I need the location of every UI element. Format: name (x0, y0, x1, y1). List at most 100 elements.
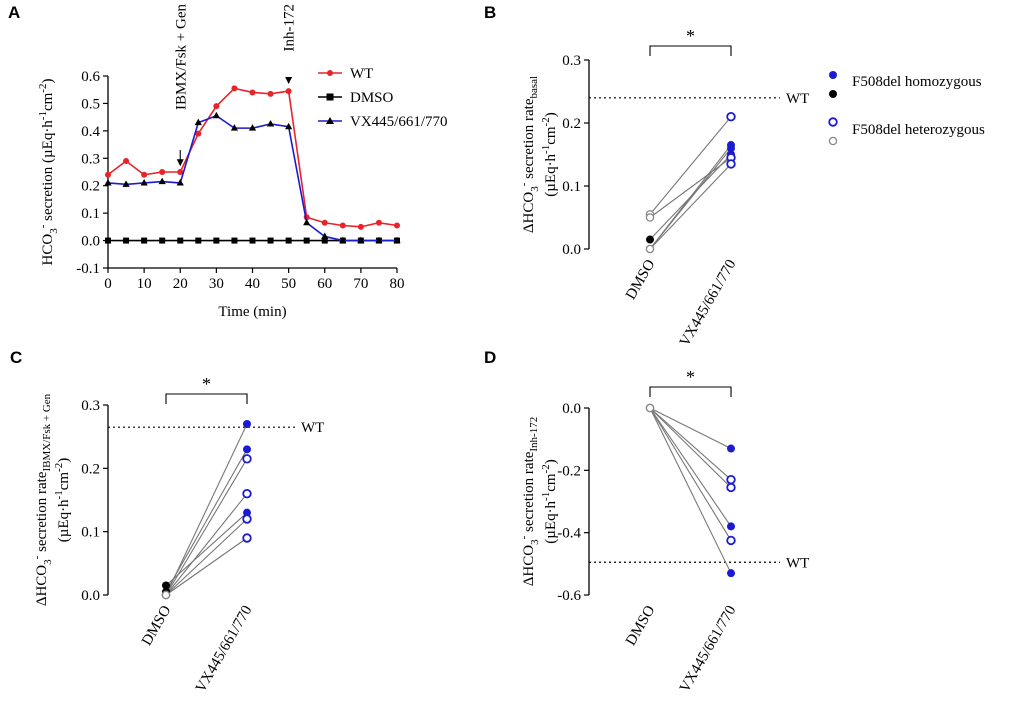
y-tick-label: 0.3 (562, 53, 581, 69)
dmso-point (645, 403, 655, 413)
pair-line (165, 493, 248, 596)
annotation-arrowhead (176, 159, 184, 167)
ylabel-part: 3 (529, 539, 541, 545)
significance-bracket (165, 393, 248, 404)
data-point (177, 169, 184, 175)
legend-heterozygous-blue (828, 117, 838, 127)
y-tick-label: 0.2 (81, 461, 100, 477)
significance-bracket (649, 45, 732, 56)
panel-letter-c: C (10, 348, 22, 367)
y-axis-label-line2: (µEq·h-1cm-2) (540, 112, 559, 196)
panel-d: D 0.0 -0.2 -0.4 -0.6 ΔHCO3- secretion rateInh… (484, 348, 809, 695)
ylabel-part: Inh-172 (528, 417, 540, 452)
ylabel-part: secretion (µEq·h (40, 120, 56, 225)
annotation-label: IBMX/Fsk + Gen (173, 4, 189, 110)
data-point (266, 120, 275, 127)
significance-star: * (686, 26, 695, 46)
vx-point (243, 445, 251, 454)
data-point (105, 171, 111, 178)
panel-letter-b: B (484, 3, 496, 22)
ylabel-part: - (518, 535, 530, 539)
x-tick-label: 10 (137, 276, 152, 292)
ylabel-part: secretion rate (521, 98, 537, 182)
data-point (105, 237, 111, 244)
vx-point (727, 522, 735, 531)
data-point (285, 88, 292, 95)
pair-line (649, 116, 732, 215)
vx-point (727, 144, 735, 153)
y-tick-label: -0.2 (557, 463, 581, 479)
ylabel-part: 3 (48, 228, 60, 234)
y-tick-label: 0.1 (562, 179, 581, 195)
dmso-point (645, 213, 655, 222)
y-axis-label: ΔHCO3- secretion rateInh-172(µEq·h-1cm-2… (518, 417, 559, 586)
vx-point (726, 535, 736, 546)
dmso-point (645, 244, 655, 254)
pair-line (649, 407, 732, 481)
data-point (321, 219, 328, 226)
y-axis-label: ΔHCO3- secretion rateIBMX/Fsk + Gen(µEq·… (31, 393, 72, 606)
pair-line (649, 157, 732, 218)
genotype-legend: F508del homozygous F508del heterozygous (828, 71, 985, 146)
annotation-arrowhead (285, 76, 293, 84)
ylabel-part: -2 (53, 463, 65, 472)
dmso-point (162, 581, 170, 590)
vx-point (242, 454, 252, 464)
data-point (213, 237, 220, 244)
significance-bracket (649, 386, 732, 397)
legend-marker (326, 93, 334, 101)
legend-label: VX445/661/770 (350, 114, 448, 130)
y-tick-label: 0.2 (562, 116, 581, 132)
ylabel-part: -2 (37, 84, 49, 93)
y-axis-label: ΔHCO3- secretion ratebasal (µEq·h-1cm-2) (518, 76, 559, 233)
x-tick-label: 40 (245, 276, 260, 292)
legend-label: DMSO (350, 90, 394, 106)
pair-line (649, 407, 732, 488)
y-tick-label: 0.1 (81, 206, 100, 222)
ylabel-part: 3 (529, 186, 541, 192)
vx-point (727, 569, 735, 578)
vx-point (727, 444, 735, 453)
ylabel-part: -1 (53, 490, 65, 499)
x-tick-label: 60 (317, 276, 332, 292)
y-tick-label: 0.3 (81, 151, 100, 167)
vx-point (726, 482, 736, 493)
data-point (267, 237, 274, 244)
pair-line (649, 163, 732, 250)
ylabel-part: cm (56, 472, 72, 491)
y-tick-label: -0.6 (557, 588, 581, 604)
data-point (230, 124, 239, 131)
pair-line (165, 449, 248, 593)
ylabel-part: ΔHCO (521, 192, 537, 233)
x-tick-label: 50 (281, 276, 296, 292)
x-tick-label: 70 (353, 276, 368, 292)
ylabel-part: - (518, 182, 530, 186)
ylabel-part: basal (528, 76, 540, 99)
y-tick-label: 0.6 (81, 69, 100, 85)
data-point (141, 171, 148, 178)
data-point (194, 118, 202, 126)
pair-line (165, 537, 248, 596)
vx-point (726, 159, 736, 169)
y-axis-label-text: HCO3- secretion (µEq·h-1cm-2) (37, 79, 60, 266)
wt-label: WT (786, 91, 809, 107)
y-axis-label-line2: (µEq·h-1cm-2) (53, 458, 72, 542)
data-point (321, 232, 329, 239)
vx-point (242, 488, 252, 499)
panel-letter-a: A (8, 3, 20, 22)
wt-label: WT (786, 555, 809, 571)
data-point (177, 237, 184, 244)
pair-line (649, 407, 732, 541)
data-point (158, 177, 166, 185)
data-point (267, 90, 274, 97)
y-axis-label-line1: ΔHCO3- secretion rateIBMX/Fsk + Gen (31, 393, 54, 606)
y-axis-label-line1: ΔHCO3- secretion rateInh-172 (518, 417, 541, 586)
data-point (176, 178, 184, 186)
ylabel-part: (µEq·h (56, 499, 72, 542)
ylabel-part: cm (40, 92, 56, 111)
category-label: DMSO (139, 603, 175, 649)
pair-line (165, 518, 248, 596)
data-point (159, 169, 166, 175)
y-axis-label-line2: (µEq·h-1cm-2) (540, 459, 559, 543)
